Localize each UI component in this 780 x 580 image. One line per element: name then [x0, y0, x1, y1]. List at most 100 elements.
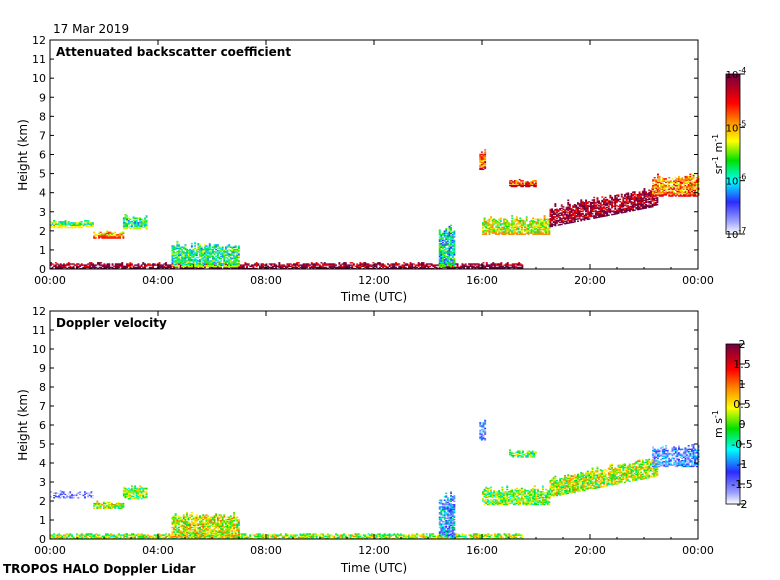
heatmap-cell: [356, 266, 359, 269]
heatmap-cell: [104, 235, 107, 237]
heatmap-cell: [58, 497, 61, 499]
heatmap-cell: [63, 495, 65, 498]
heatmap-cell: [448, 227, 451, 229]
heatmap-cell: [393, 265, 396, 268]
heatmap-cell: [205, 257, 208, 260]
heatmap-cell: [79, 536, 82, 539]
heatmap-cell: [585, 217, 588, 220]
heatmap-cell: [79, 264, 82, 266]
heatmap-cell: [421, 265, 423, 268]
heatmap-cell: [485, 220, 488, 223]
heatmap-cell: [58, 224, 61, 226]
heatmap-cell: [344, 262, 347, 264]
heatmap-cell: [507, 230, 510, 232]
heatmap-cell: [522, 228, 525, 231]
heatmap-cell: [228, 253, 231, 255]
heatmap-cell: [450, 240, 453, 243]
heatmap-cell: [593, 205, 596, 208]
heatmap-cell: [246, 535, 248, 538]
heatmap-cell: [221, 252, 224, 254]
heatmap-cell: [144, 534, 146, 536]
heatmap-cell: [443, 240, 446, 243]
heatmap-cell: [50, 262, 52, 264]
heatmap-cell: [578, 207, 581, 210]
heatmap-cell: [75, 222, 78, 224]
heatmap-cell: [99, 502, 102, 505]
heatmap-cell: [174, 262, 177, 264]
heatmap-cell: [474, 266, 477, 269]
heatmap-cell: [362, 265, 365, 268]
heatmap-cell: [262, 264, 265, 266]
heatmap-cell: [519, 233, 522, 235]
heatmap-cell: [514, 232, 517, 234]
heatmap-cell: [98, 235, 101, 237]
heatmap-cell: [615, 198, 618, 200]
heatmap-cell: [144, 487, 146, 490]
heatmap-cell: [335, 266, 338, 269]
heatmap-cell: [114, 265, 117, 268]
heatmap-cell: [519, 231, 522, 233]
heatmap-cell: [599, 216, 602, 218]
heatmap-cell: [451, 241, 454, 244]
heatmap-cell: [533, 225, 536, 227]
heatmap-cell: [82, 492, 85, 494]
heatmap-cell: [567, 217, 570, 220]
heatmap-cell: [480, 158, 483, 160]
heatmap-cell: [51, 263, 54, 265]
heatmap-cell: [479, 168, 482, 171]
heatmap-cell: [658, 177, 661, 179]
heatmap-cell: [490, 265, 493, 268]
heatmap-cell: [522, 220, 525, 223]
heatmap-cell: [530, 182, 533, 184]
heatmap-cell: [565, 214, 568, 217]
heatmap-cell: [546, 224, 549, 226]
heatmap-cell: [142, 263, 145, 265]
heatmap-cell: [515, 185, 518, 188]
heatmap-cell: [163, 266, 166, 269]
heatmap-cell: [63, 222, 65, 224]
heatmap-cell: [145, 216, 148, 218]
heatmap-cell: [638, 206, 641, 208]
heatmap-cell: [406, 264, 409, 266]
heatmap-cell: [540, 225, 543, 227]
heatmap-cell: [252, 265, 255, 268]
heatmap-cell: [451, 256, 454, 259]
heatmap-cell: [135, 498, 138, 500]
heatmap-cell: [497, 264, 500, 266]
heatmap-cell: [218, 265, 221, 268]
heatmap-cell: [207, 535, 210, 538]
heatmap-cell: [129, 494, 132, 496]
heatmap-cell: [519, 223, 522, 225]
heatmap-cell: [601, 211, 604, 213]
heatmap-cell: [559, 221, 562, 224]
heatmap-cell: [126, 226, 129, 229]
heatmap-cell: [537, 230, 540, 232]
heatmap-cell: [537, 231, 540, 233]
heatmap-cell: [166, 266, 169, 269]
heatmap-cell: [87, 494, 90, 497]
heatmap-cell: [254, 535, 257, 538]
heatmap-cell: [388, 265, 391, 268]
heatmap-cell: [113, 535, 116, 538]
heatmap-cell: [572, 205, 575, 207]
heatmap-cell: [603, 214, 605, 216]
heatmap-cell: [215, 265, 218, 268]
heatmap-cell: [625, 197, 628, 199]
y-tick-label: 0: [39, 263, 46, 276]
heatmap-cell: [581, 204, 584, 207]
heatmap-cell: [84, 492, 86, 494]
heatmap-cell: [657, 187, 659, 189]
heatmap-cell: [343, 266, 346, 269]
heatmap-cell: [134, 492, 137, 494]
heatmap-cell: [585, 201, 588, 204]
heatmap-cell: [516, 225, 518, 227]
heatmap-cell: [140, 223, 143, 225]
heatmap-cell: [200, 249, 203, 252]
heatmap-cell: [378, 266, 381, 269]
heatmap-cell: [504, 224, 507, 226]
heatmap-cell: [208, 261, 211, 263]
heatmap-cell: [187, 266, 190, 269]
heatmap-cell: [207, 265, 210, 268]
heatmap-cell: [652, 191, 655, 194]
heatmap-cell: [513, 185, 516, 188]
